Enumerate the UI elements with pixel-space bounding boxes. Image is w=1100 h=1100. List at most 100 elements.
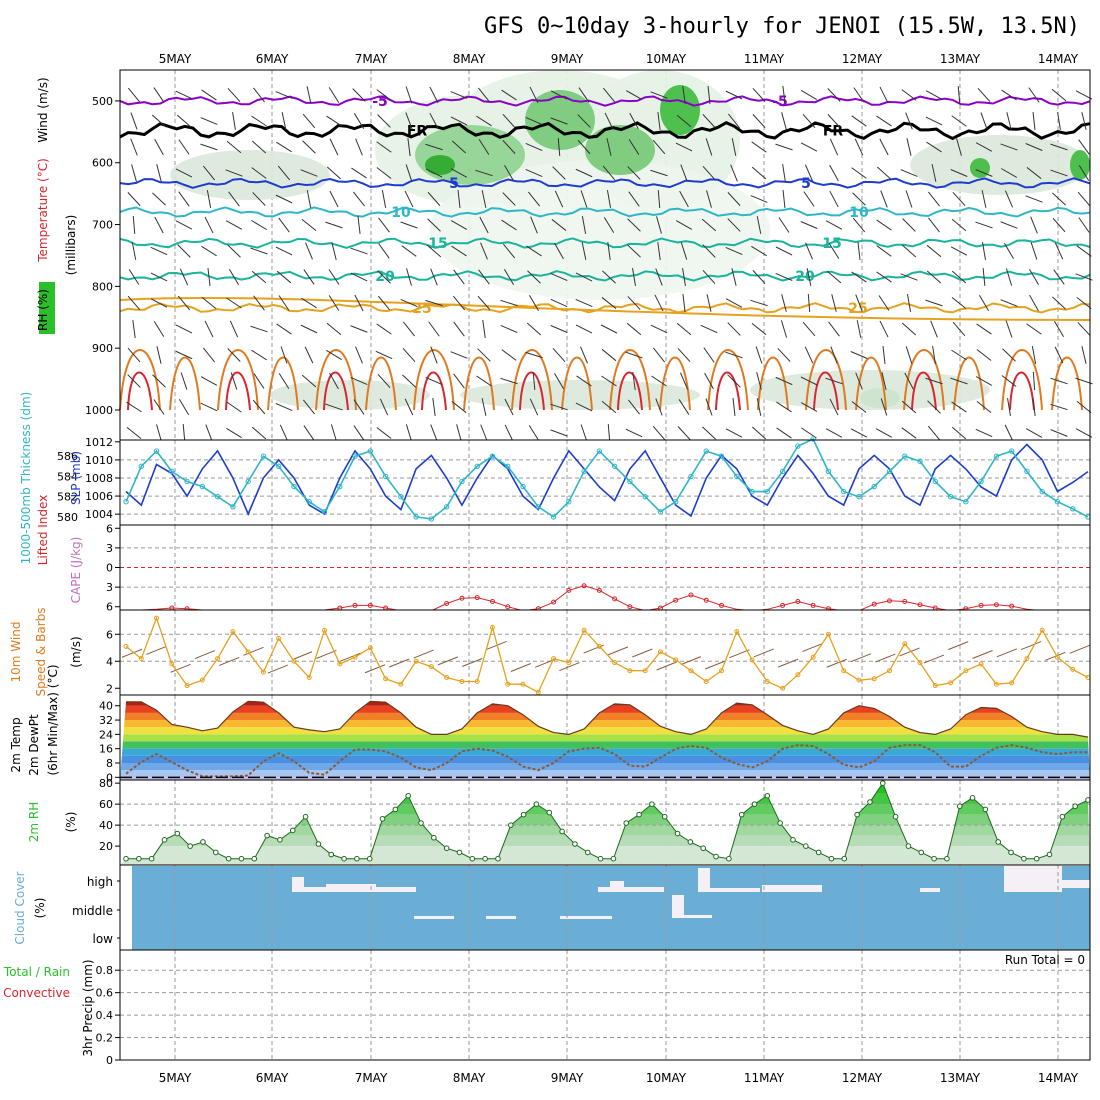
wind-barb (230, 372, 238, 390)
wind-barb (131, 242, 137, 260)
wind-barb (682, 268, 686, 286)
wind-barb (654, 294, 664, 312)
wind-barb (350, 272, 368, 282)
thickness-point (764, 488, 771, 495)
cloud-gap (624, 887, 664, 892)
temperature-contour-line (119, 95, 1091, 107)
cloud-gap (672, 895, 684, 915)
temperature-contour-35 (225, 371, 251, 411)
wind-barb (778, 217, 790, 233)
temperature-contour-30 (511, 349, 553, 411)
wind-barb (703, 347, 715, 363)
thickness-point (688, 473, 694, 480)
wind-barb (501, 89, 517, 101)
temperature-y-tick-label: 16 (99, 743, 113, 756)
rh-legend-swatch (39, 282, 55, 334)
wind-speed-point (795, 672, 801, 678)
rh-point (366, 855, 373, 862)
wind-barb (1075, 428, 1093, 438)
wind-barb (1028, 268, 1040, 286)
rh-point (1072, 803, 1078, 810)
wind-barb (727, 192, 741, 206)
wind-barb (400, 298, 418, 308)
rh-point (559, 828, 565, 835)
dewpt2m-axis-label: 2m DewPt (27, 714, 41, 776)
wind-barb (453, 373, 465, 389)
slp-series-line (125, 443, 1089, 518)
wind-barb (252, 399, 266, 415)
wind-speed-point (398, 681, 404, 687)
rh-point (341, 855, 347, 862)
cloud-gap (376, 887, 416, 892)
wind-barb (350, 247, 368, 255)
precip-frame (119, 949, 1091, 1061)
wind-barb (851, 115, 867, 127)
wind-barb (775, 143, 793, 151)
wind-barb (578, 87, 590, 103)
wind-speed-point (337, 661, 343, 667)
wind10m-barb (996, 648, 1017, 658)
cloud-level-label: low (93, 932, 114, 946)
wind-barb (627, 244, 641, 258)
temperature-contour-30 (315, 349, 357, 411)
cloud-gap (486, 916, 516, 919)
wind-barb (276, 270, 292, 284)
wind-barb (200, 143, 218, 151)
wind-barb (827, 88, 841, 102)
wind-barb (882, 346, 886, 364)
cloud-gap (560, 916, 612, 919)
wind-barb (682, 294, 686, 312)
wind-barb (253, 87, 265, 103)
temperature-color-band (120, 748, 1090, 756)
wind-barb (776, 401, 792, 413)
cloud-gap (1062, 880, 1090, 888)
wind-barb (326, 349, 342, 361)
rh-point (187, 843, 193, 849)
wind-barb (678, 399, 690, 415)
wind-barb (926, 141, 942, 153)
rh-point (803, 843, 809, 849)
wind-barb (876, 219, 892, 231)
wind10m-barb (656, 661, 677, 671)
temperature-contour-35 (617, 371, 643, 411)
wind-barb (305, 242, 313, 260)
wind10m-barb (923, 654, 945, 664)
wind-speed-point (474, 679, 480, 685)
wind-barb (804, 346, 814, 364)
wind-barb (426, 244, 442, 258)
wind-barb (377, 270, 391, 284)
rh-point (289, 827, 296, 834)
lifted-y-tick-label: 0 (106, 562, 113, 575)
rh-point (1021, 855, 1027, 862)
wind-barb (453, 321, 465, 337)
wind-barb (575, 272, 593, 282)
wind-barb (1050, 403, 1068, 411)
wind-barb (232, 112, 236, 130)
wind-barb (127, 347, 141, 363)
rh-point (674, 830, 681, 837)
wind-barb (551, 219, 567, 231)
wind-barb (1077, 322, 1091, 336)
wind-barb (204, 320, 214, 338)
wind-speed-point (260, 669, 266, 675)
wind-barb (550, 298, 568, 308)
wind-barb (278, 217, 290, 233)
wind-speed-point (902, 641, 908, 647)
wind10m-barb (413, 649, 434, 659)
temperature-contour-label: -5 (372, 94, 388, 110)
lifted-index-point (367, 602, 373, 608)
wind10m-barb (1069, 644, 1090, 654)
wind-barb (205, 424, 213, 442)
wind-barb (1050, 429, 1068, 437)
wind-barb (478, 139, 490, 155)
date-label-bottom: 8MAY (453, 1071, 486, 1085)
wind-barb (879, 86, 889, 104)
thickness-point (535, 504, 541, 510)
wind10m-barb (753, 648, 774, 658)
wind-barb (951, 115, 967, 127)
wind-barb (1050, 377, 1068, 385)
rh-point (264, 832, 270, 839)
wind-barb (604, 112, 614, 130)
wind-barb (154, 138, 164, 156)
